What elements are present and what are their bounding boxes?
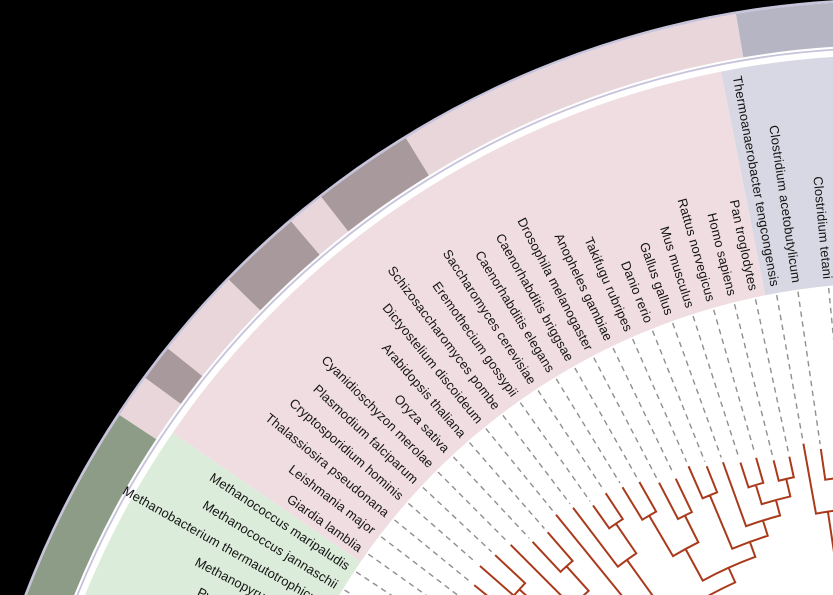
thin-lavender-arc-inner [76, 48, 833, 595]
outer-ring-segment-8 [27, 415, 157, 595]
outer-ring-segment-0 [735, 2, 833, 58]
leaf-connector-dashed [651, 330, 706, 462]
tree-branches [473, 443, 833, 595]
leaf-connector-dashed [485, 428, 554, 512]
leaf-connector-dashed [502, 414, 571, 505]
leaf-connector-dashed [555, 378, 621, 484]
leaf-connector-dashed [754, 299, 789, 452]
leaf-connector-dashed [355, 571, 393, 595]
leaf-connector-dashed [574, 367, 638, 478]
leaf-connector-dashed [797, 291, 821, 445]
leaf-connector-dashed [593, 357, 658, 479]
domain-wedges [85, 56, 833, 595]
domain-wedge-bacteria [721, 56, 833, 296]
leaf-connector-dashed [733, 303, 774, 456]
tree-branch-paths [473, 443, 833, 595]
leaf-connector-dashed [437, 471, 508, 542]
outer-ring-segment-6 [145, 348, 203, 405]
outer-ring-segment-3 [291, 196, 349, 255]
leaf-connector-dashed [452, 456, 530, 539]
leaf-connectors [344, 287, 833, 595]
leaf-connector-dashed [394, 519, 471, 583]
outer-ring-segment-4 [228, 221, 320, 311]
leaf-connector-dashed [407, 502, 477, 564]
leaf-connector-dashed [692, 315, 740, 459]
leaf-connector-dashed [612, 347, 675, 475]
leaf-connector-dashed [775, 294, 804, 439]
leaf-connector-dashed [632, 338, 688, 462]
outer-ring-segment-1 [405, 13, 744, 176]
leaf-connector-dashed [344, 589, 354, 595]
leaf-connector-dashed [827, 287, 833, 341]
leaf-connector-dashed [367, 553, 428, 595]
leaf-connector-dashed [422, 486, 493, 553]
outer-ring-segment-7 [119, 377, 181, 440]
outer-ring-segment-5 [167, 279, 261, 376]
leaf-connector-dashed [380, 536, 459, 595]
leaf-connector-dashed [468, 442, 545, 529]
outer-ring-segment-2 [321, 138, 429, 232]
leaf-connector-dashed [672, 322, 722, 458]
domain-wedge-archaea [85, 432, 361, 595]
leaf-connector-dashed [713, 309, 756, 454]
domain-wedge-eukaryota [172, 71, 766, 562]
leaf-connector-dashed [519, 402, 591, 502]
